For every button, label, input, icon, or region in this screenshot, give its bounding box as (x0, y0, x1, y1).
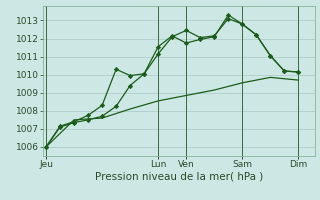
X-axis label: Pression niveau de la mer( hPa ): Pression niveau de la mer( hPa ) (95, 172, 263, 182)
